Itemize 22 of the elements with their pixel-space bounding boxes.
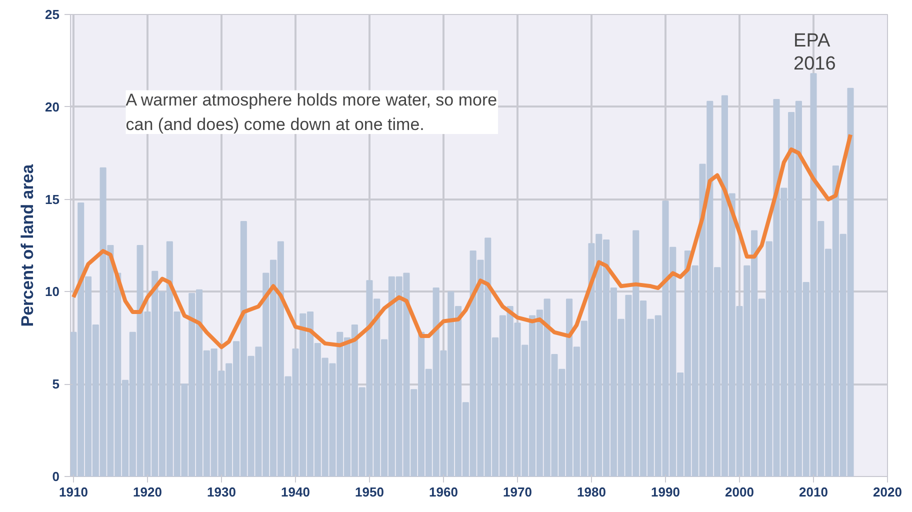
x-tick-label: 1950 <box>355 484 384 500</box>
x-tick-label: 2020 <box>873 484 902 500</box>
x-tick-label: 1990 <box>651 484 680 500</box>
annotation: EPA 2016 <box>794 30 836 75</box>
x-tick-label: 2010 <box>799 484 828 500</box>
y-tick-label: 5 <box>52 376 60 392</box>
y-axis-title: Percent of land area <box>18 164 38 327</box>
x-tick-label: 1940 <box>281 484 310 500</box>
x-tick-label: 1930 <box>207 484 236 500</box>
y-tick-label: 20 <box>45 99 60 114</box>
y-tick-label: 25 <box>45 7 60 22</box>
y-tick-label: 0 <box>52 469 60 484</box>
annotation: A warmer atmosphere holds more water, so more can (and does) come down at one time. <box>126 90 498 134</box>
x-tick-label: 1920 <box>133 484 162 500</box>
x-tick-label: 1970 <box>503 484 532 500</box>
x-tick-label: 1910 <box>59 484 88 500</box>
y-tick-label: 10 <box>45 284 60 300</box>
x-tick-label: 1960 <box>429 484 458 500</box>
y-tick-label: 15 <box>45 192 60 207</box>
x-tick-label: 2000 <box>725 484 754 500</box>
line-series <box>71 132 852 350</box>
x-tick-label: 1980 <box>577 484 606 500</box>
